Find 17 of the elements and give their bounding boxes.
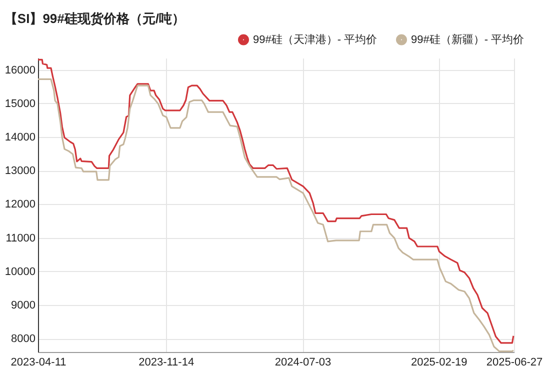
x-tick-label: 2025-06-27 (486, 356, 543, 368)
x-tick-label: 2023-11-14 (138, 356, 194, 368)
y-tick-label: 10000 (4, 266, 36, 278)
legend-label: 99#硅（新疆）- 平均价 (411, 32, 524, 46)
y-tick-label: 14000 (4, 131, 36, 144)
y-tick-label: 8000 (11, 333, 36, 346)
legend-label: 99#硅（天津港）- 平均价 (253, 32, 378, 46)
y-tick-label: 13000 (4, 165, 36, 178)
y-tick-label: 16000 (4, 64, 36, 76)
y-tick-label: 11000 (6, 232, 36, 244)
y-tick-label: 12000 (4, 198, 36, 211)
y-tick-label: 9000 (11, 299, 36, 312)
x-tick-label: 2024-07-03 (274, 356, 332, 368)
x-tick-label: 2023-04-11 (10, 356, 66, 368)
y-tick-label: 15000 (4, 98, 36, 110)
x-tick-label: 2025-02-19 (410, 356, 468, 368)
chart-title: 【SI】99#硅现货价格（元/吨） (4, 11, 186, 26)
